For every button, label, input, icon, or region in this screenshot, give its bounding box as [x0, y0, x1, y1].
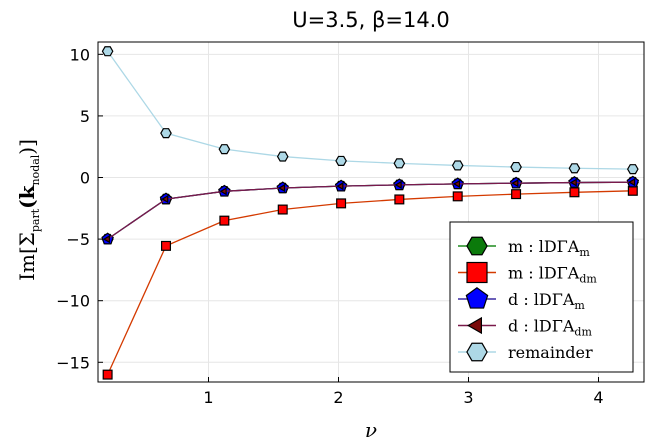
x-axis-label: ν	[365, 418, 377, 441]
legend-entry-4: remainder	[458, 342, 593, 362]
legend-label: d : lDΓAm	[508, 290, 585, 312]
data-point	[628, 178, 636, 187]
data-point	[160, 128, 172, 139]
series-3	[102, 178, 636, 244]
series-line	[107, 50, 633, 170]
data-point	[336, 182, 344, 191]
y-axis-label: Im[Σpart(knodal)]	[15, 139, 42, 281]
chart-title: U=3.5, β=14.0	[292, 8, 449, 32]
legend-marker	[466, 261, 488, 284]
data-point	[452, 179, 461, 188]
y-tick-label: −15	[56, 353, 90, 372]
data-point	[569, 178, 577, 187]
legend-entry-3: d : lDΓAdm	[458, 317, 592, 339]
data-point	[336, 198, 347, 209]
data-point	[160, 240, 171, 251]
legend-label: m : lDΓAm	[508, 237, 590, 259]
x-tick-label: 4	[593, 388, 603, 407]
legend-entry-1: m : lDΓAdm	[458, 261, 597, 286]
legend-marker	[466, 236, 488, 256]
ticks: 1 2 3 4 10 5 0 −5 −10 −15	[56, 45, 603, 407]
data-point	[511, 179, 519, 188]
x-tick-label: 1	[203, 388, 213, 407]
data-point	[394, 180, 402, 189]
data-point	[277, 204, 288, 215]
y-tick-label: 0	[80, 169, 90, 188]
data-point	[278, 183, 286, 193]
y-tick-label: −10	[56, 292, 90, 311]
legend-entry-2: d : lDΓAm	[458, 287, 585, 312]
data-point	[161, 194, 169, 204]
series-line	[107, 181, 633, 240]
data-point	[451, 160, 464, 171]
data-point	[569, 187, 580, 198]
data-point	[452, 191, 463, 202]
legend-entry-0: m : lDΓAm	[458, 236, 590, 259]
data-point	[626, 164, 639, 175]
data-point	[568, 163, 581, 174]
legend-label: d : lDΓAdm	[508, 317, 592, 339]
data-point	[102, 369, 113, 380]
legend-marker	[466, 342, 488, 362]
legend-marker	[465, 287, 489, 309]
series-line	[107, 190, 633, 375]
data-point	[102, 235, 110, 244]
data-point	[101, 46, 114, 57]
data-point	[511, 189, 522, 200]
data-point	[510, 161, 522, 173]
data-point	[219, 187, 227, 196]
y-tick-label: 5	[80, 107, 90, 126]
plot-frame	[97, 41, 645, 383]
y-tick-label: 10	[70, 45, 90, 64]
data-point	[276, 151, 289, 162]
data-point	[219, 215, 230, 226]
series-1	[102, 185, 638, 380]
legend-marker	[466, 316, 482, 335]
y-tick-label: −5	[66, 230, 90, 249]
data-point	[393, 158, 406, 169]
data-point	[627, 185, 638, 196]
legend-label: m : lDΓAdm	[508, 264, 597, 286]
series-layer	[101, 46, 640, 380]
data-point	[394, 194, 405, 205]
legend: m : lDΓAm m : lDΓAdm d : lDΓAm d : lDΓAdm re…	[449, 221, 634, 373]
data-point	[218, 144, 231, 155]
legend-label: remainder	[508, 343, 593, 362]
x-tick-label: 3	[463, 388, 473, 407]
x-tick-label: 2	[333, 388, 343, 407]
series-4	[101, 46, 639, 175]
data-point	[335, 155, 347, 166]
